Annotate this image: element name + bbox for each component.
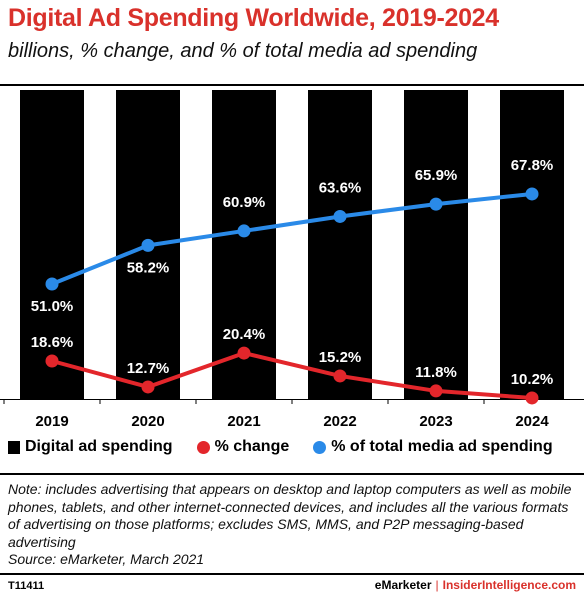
legend-swatch-share [313, 440, 327, 454]
change-point-2020 [141, 380, 155, 394]
brand-insider: InsiderIntelligence.com [442, 578, 576, 592]
share-point-2024 [525, 187, 539, 201]
share-line [51, 191, 533, 286]
change-label-2022: 15.2% [319, 349, 362, 366]
legend-label-change: % change [214, 438, 290, 455]
change-point-2023 [429, 384, 443, 398]
chart-plot: $335.60$378.16$455.30$524.31$585.96$645.… [0, 90, 584, 430]
legend-label-share: % of total media ad spending [331, 438, 553, 455]
legend-label-spending: Digital ad spending [25, 438, 173, 455]
chart-subtitle: billions, % change, and % of total media… [8, 40, 478, 62]
bar-2023 [404, 90, 468, 399]
top-rule [0, 84, 584, 86]
share-label-2022: 63.6% [319, 179, 362, 196]
change-label-2020: 12.7% [127, 360, 170, 377]
chart-title: Digital Ad Spending Worldwide, 2019-2024 [8, 4, 499, 32]
share-label-2023: 65.9% [415, 167, 458, 184]
change-point-2022 [333, 369, 347, 383]
footer-rule [0, 573, 584, 575]
share-label-2024: 67.8% [511, 157, 554, 174]
share-point-2019 [45, 277, 59, 291]
x-tick-label-2024: 2024 [515, 413, 549, 430]
share-point-2022 [333, 209, 347, 223]
brand-logo: eMarketer | InsiderIntelligence.com [375, 578, 576, 592]
share-label-2019: 51.0% [31, 298, 74, 315]
change-label-2021: 20.4% [223, 326, 266, 343]
legend: Digital ad spending % change % of total … [8, 438, 578, 456]
change-point-2021 [237, 346, 251, 360]
note-rule [0, 473, 584, 475]
x-tick-label-2023: 2023 [419, 413, 452, 430]
x-tick-label-2020: 2020 [131, 413, 164, 430]
change-label-2024: 10.2% [511, 371, 554, 388]
change-point-2019 [45, 354, 59, 368]
bar-2024 [500, 90, 564, 400]
legend-item-change: % change [196, 438, 290, 456]
share-point-2020 [141, 238, 155, 252]
table-id: T11411 [8, 580, 45, 592]
change-point-2024 [525, 391, 539, 405]
bar-2022 [308, 90, 372, 399]
change-label-2023: 11.8% [415, 364, 457, 381]
legend-item-spending: Digital ad spending [8, 438, 173, 456]
share-point-2023 [429, 197, 443, 211]
share-label-2020: 58.2% [127, 259, 170, 276]
bar-2019 [20, 90, 84, 399]
brand-separator: | [435, 578, 439, 592]
change-line [51, 351, 533, 400]
legend-swatch-change [196, 440, 210, 454]
change-label-2019: 18.6% [31, 334, 74, 351]
source-text: Source: eMarketer, March 2021 [8, 551, 205, 567]
note-block: Note: includes advertising that appears … [8, 481, 578, 569]
share-point-2021 [237, 224, 251, 238]
x-tick-label-2021: 2021 [227, 413, 260, 430]
legend-item-share: % of total media ad spending [313, 438, 553, 456]
legend-swatch-spending [8, 440, 20, 454]
brand-emarketer: eMarketer [374, 578, 432, 592]
x-tick-label-2019: 2019 [35, 413, 68, 430]
share-label-2021: 60.9% [223, 194, 266, 211]
note-text: Note: includes advertising that appears … [8, 481, 572, 550]
x-tick-label-2022: 2022 [323, 413, 356, 430]
